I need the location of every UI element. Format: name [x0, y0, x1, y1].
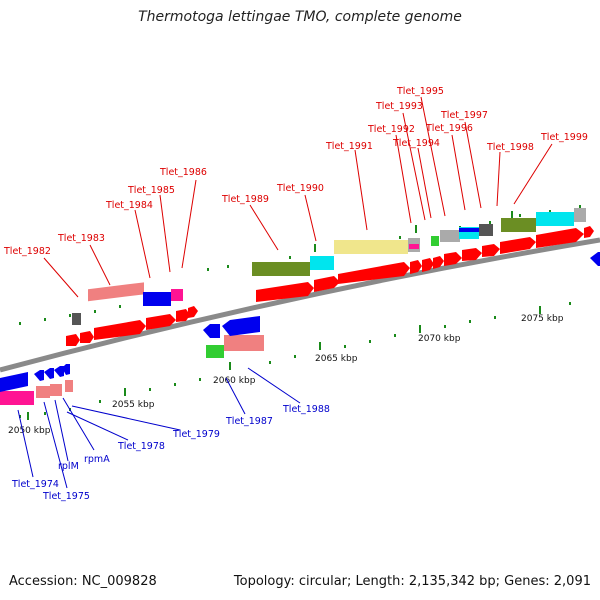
- gene-label-upper: Tlet_1995: [396, 86, 444, 97]
- accession-text: Accession: NC_009828: [9, 574, 157, 589]
- gene-label-upper: Tlet_1989: [221, 194, 269, 205]
- gene-label-upper: Tlet_1994: [392, 138, 440, 149]
- gene-label-upper: Tlet_1993: [375, 101, 423, 112]
- cds-arrows-reverse: [0, 252, 600, 392]
- tick-row-upper-major: [314, 211, 513, 252]
- gene-label-upper: Tlet_1982: [3, 246, 51, 257]
- gene-label-lower: Tlet_1975: [42, 491, 90, 502]
- gene-label-upper: Tlet_1991: [325, 141, 373, 152]
- gene-label-upper: Tlet_1986: [159, 167, 207, 178]
- gene-label-upper: Tlet_1999: [540, 132, 588, 143]
- gene-label-lower: rplM: [58, 461, 79, 472]
- gene-label-lower: Tlet_1974: [11, 479, 59, 490]
- kbp-label: 2065 kbp: [315, 354, 358, 364]
- gene-label-lower: rpmA: [84, 454, 110, 465]
- kbp-label: 2050 kbp: [8, 426, 51, 436]
- kbp-label: 2075 kbp: [521, 314, 564, 324]
- gene-label-lower: Tlet_1988: [282, 404, 330, 415]
- gene-label-lower: Tlet_1978: [117, 441, 165, 452]
- feature-bars-upper: [72, 208, 586, 325]
- map-title: Thermotoga lettingae TMO, complete genom…: [138, 9, 462, 25]
- gene-label-upper: Tlet_1998: [486, 142, 534, 153]
- tick-row-lower-major: [27, 306, 541, 420]
- feature-bars-lower: [0, 335, 264, 405]
- genome-backbone: [0, 237, 600, 373]
- genome-summary-text: Topology: circular; Length: 2,135,342 bp…: [233, 574, 591, 589]
- kbp-label: 2070 kbp: [418, 334, 461, 344]
- gene-label-upper: Tlet_1992: [367, 124, 415, 135]
- tick-row-lower: [19, 302, 571, 418]
- lower-leader-lines: [17, 367, 301, 489]
- gene-label-upper: Tlet_1997: [440, 110, 488, 121]
- gene-label-upper: Tlet_1984: [105, 200, 153, 211]
- kbp-label: 2060 kbp: [213, 376, 256, 386]
- gene-label-upper: Tlet_1983: [57, 233, 105, 244]
- gene-label-lower: Tlet_1987: [225, 416, 273, 427]
- gene-label-lower: Tlet_1979: [172, 429, 220, 440]
- kbp-label: 2055 kbp: [112, 400, 155, 410]
- upper-leader-lines: [43, 96, 553, 298]
- gene-label-upper: Tlet_1985: [127, 185, 175, 196]
- cds-arrows-forward: [66, 226, 594, 346]
- gene-label-upper: Tlet_1996: [425, 123, 473, 134]
- gene-label-upper: Tlet_1990: [276, 183, 324, 194]
